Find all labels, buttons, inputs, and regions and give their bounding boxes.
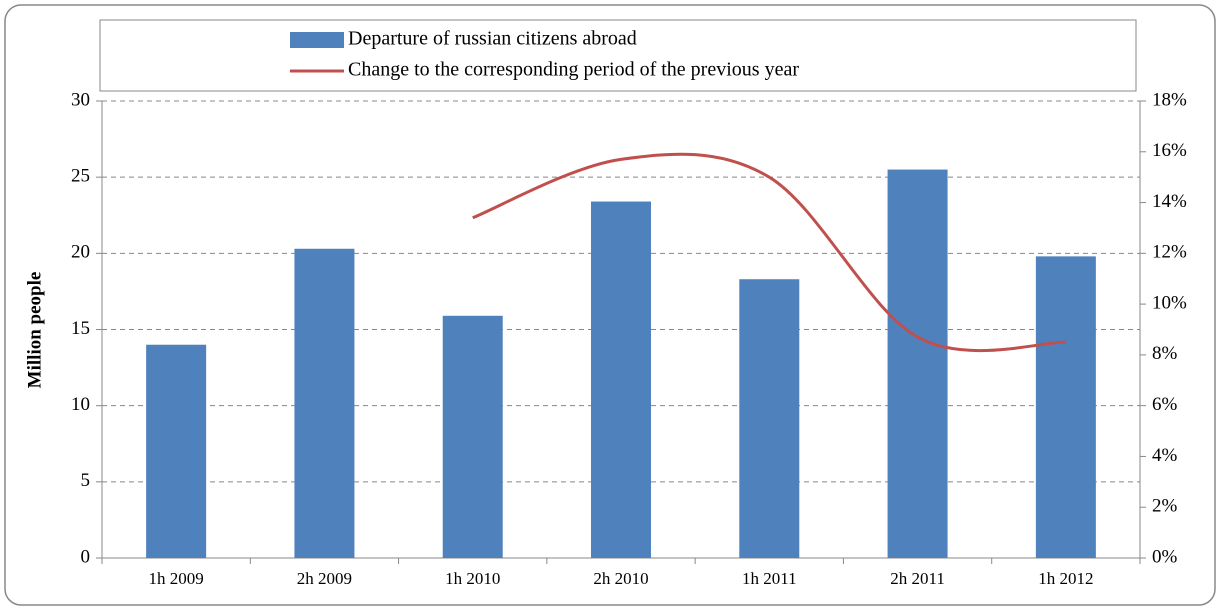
y2-tick-label: 16% [1152,140,1187,161]
y2-tick-label: 4% [1152,445,1178,466]
line [472,152,1066,353]
legend-swatch [290,32,344,48]
bar [739,279,800,558]
x-tick-label: 1h 2010 [445,569,500,588]
x-tick-label: 1h 2012 [1038,569,1093,588]
y2-tick-label: 0% [1152,546,1178,567]
x-tick-label: 2h 2010 [593,569,648,588]
legend-label: Change to the corresponding period of th… [348,59,799,81]
y-tick-label: 5 [81,470,91,491]
bar [146,344,207,558]
bar [887,169,948,559]
y2-tick-label: 6% [1152,394,1178,415]
y2-tick-label: 8% [1152,343,1178,364]
x-tick-label: 2h 2011 [890,569,945,588]
y2-tick-label: 2% [1152,496,1178,517]
y2-tick-label: 14% [1152,191,1187,212]
bar [442,315,503,558]
y2-tick-label: 12% [1152,242,1187,263]
bar [1035,256,1096,558]
bar [591,201,651,559]
y2-tick-label: 18% [1152,89,1187,110]
x-tick-label: 2h 2009 [297,569,352,588]
y-tick-label: 10 [71,394,90,415]
y-tick-label: 15 [71,318,90,339]
y-tick-label: 0 [81,546,91,567]
y2-tick-label: 10% [1152,292,1187,313]
x-tick-label: 1h 2009 [149,569,204,588]
y-axis-label: Million people [24,272,45,389]
y-tick-label: 30 [71,89,90,110]
legend-label: Departure of russian citizens abroad [348,28,637,50]
legend-box [99,19,1137,92]
y-tick-label: 25 [71,166,90,187]
y-tick-label: 20 [71,242,90,263]
x-tick-label: 1h 2011 [742,569,797,588]
bar [294,248,355,558]
